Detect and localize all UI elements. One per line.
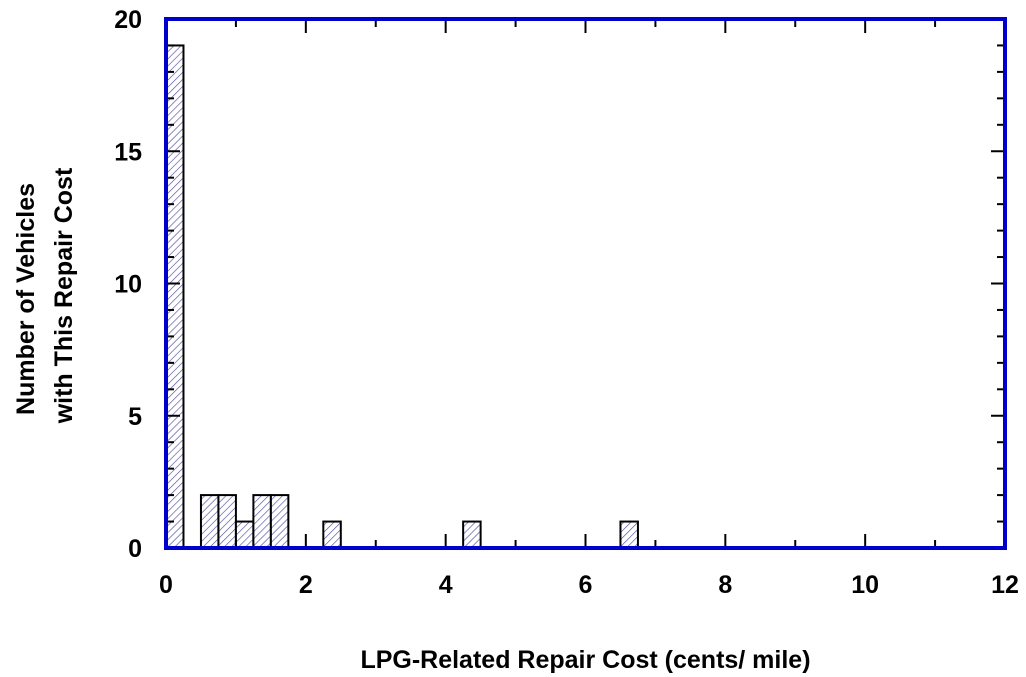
x-tick-label: 0 [159,571,173,599]
axis-ticks [166,19,1005,548]
y-tick-label: 5 [128,403,142,431]
x-tick-label: 4 [439,571,453,599]
y-axis-title: Number of Vehicles with This Repair Cost [12,167,78,424]
x-tick-label: 6 [579,571,593,599]
x-tick-label: 8 [718,571,732,599]
histogram-bar [619,520,639,549]
bars-group [165,44,639,550]
histogram-bar [199,494,220,550]
plot-frame [164,17,1007,550]
histogram-bar [234,520,255,549]
y-axis-title-line-1: Number of Vehicles [12,183,40,415]
histogram-bar [165,44,185,549]
x-axis-title: LPG-Related Repair Cost (cents/ mile) [360,646,810,674]
histogram-bar [322,520,342,549]
histogram-bar [217,494,237,550]
histogram-bar [252,494,272,550]
tick-labels: 0 2 4 6 8 10 12 0 5 10 15 20 [114,6,1019,599]
x-tick-label: 12 [991,571,1019,599]
y-axis-title-line-2: with This Repair Cost [50,167,78,424]
x-tick-label: 2 [299,571,313,599]
x-tick-label: 10 [851,571,879,599]
y-tick-label: 10 [114,271,142,299]
y-tick-label: 20 [114,6,142,34]
y-tick-label: 15 [114,138,142,166]
histogram-bar [462,520,482,549]
y-tick-label: 0 [128,535,142,563]
histogram-bar [269,494,290,550]
